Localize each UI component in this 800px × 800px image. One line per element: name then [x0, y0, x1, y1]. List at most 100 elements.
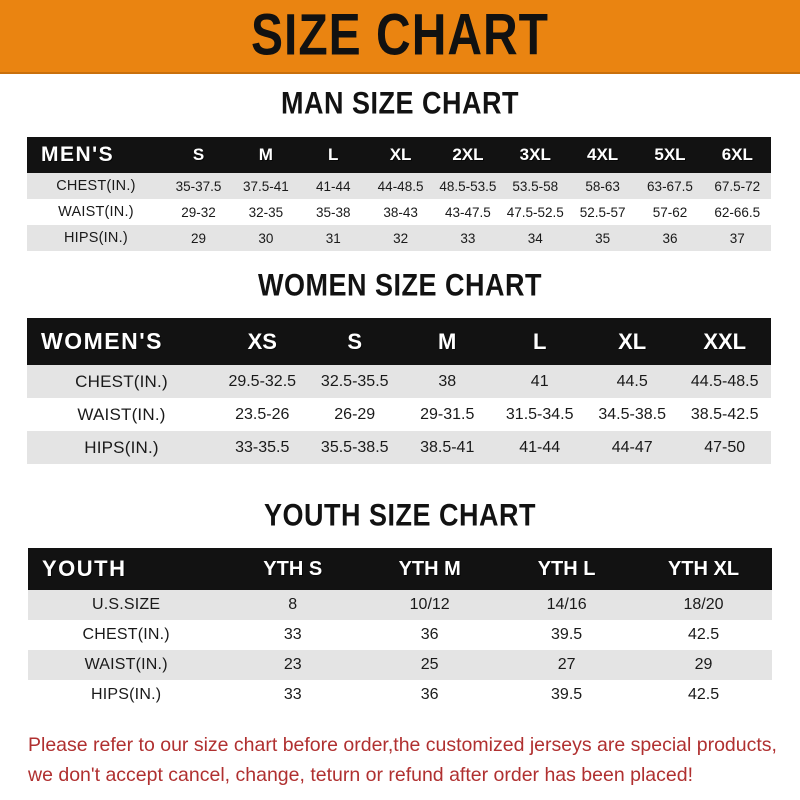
measurement-value: 39.5: [551, 686, 583, 703]
measurement-label: WAIST(IN.): [84, 656, 168, 673]
size-column-header: L: [532, 328, 547, 354]
footer-line-2: we don't accept cancel, change, teturn o…: [28, 764, 693, 786]
measurement-value: 38.5-41: [420, 438, 475, 456]
measurement-value: 29-32: [181, 204, 216, 220]
youth-section-title: YOUTH SIZE CHART: [263, 497, 536, 533]
measurement-value: 41-44: [519, 438, 561, 456]
footer-disclaimer: Please refer to our size chart before or…: [28, 730, 780, 790]
size-column-header: M: [258, 145, 273, 164]
page-banner: SIZE CHART: [0, 0, 800, 74]
youth-size-table: YOUTH YTH S YTH M YTH L YTH XL U.S.SIZE 8 10/1…: [28, 548, 772, 710]
measurement-value: 38: [438, 372, 457, 390]
measurement-value: 33-35.5: [235, 438, 290, 456]
size-column-header: 4XL: [587, 145, 619, 164]
measurement-value: 41: [530, 372, 549, 390]
footer-line-1: Please refer to our size chart before or…: [28, 734, 777, 756]
table-row: WAIST(IN.) 29-32 32-35 35-38 38-43 43-47.5 47.…: [27, 199, 771, 225]
measurement-value: 23: [283, 656, 302, 673]
measurement-label: HIPS(IN.): [91, 686, 162, 703]
measurement-value: 29: [694, 656, 713, 673]
size-column-header: XS: [247, 328, 277, 354]
measurement-value: 42.5: [687, 626, 720, 643]
youth-table-body: U.S.SIZE 8 10/12 14/16 18/20 CHEST(IN.) 33 36 39…: [28, 590, 772, 710]
measurement-value: 35-37.5: [175, 178, 222, 194]
table-row: CHEST(IN.) 29.5-32.5 32.5-35.5 38 41 44.5 44.5…: [27, 365, 771, 398]
measurement-label: WAIST(IN.): [58, 204, 134, 220]
measurement-value: 30: [258, 230, 274, 246]
measurement-value: 33: [460, 230, 476, 246]
size-column-header: XXL: [703, 328, 747, 354]
measurement-value: 10/12: [409, 596, 450, 613]
measurement-value: 14/16: [546, 596, 587, 613]
measurement-label: CHEST(IN.): [56, 178, 136, 194]
measurement-value: 8: [288, 596, 298, 613]
table-row: HIPS(IN.) 29 30 31 32 33 34 35 36 37: [27, 225, 771, 251]
table-row: WAIST(IN.) 23.5-26 26-29 29-31.5 31.5-34.5 34…: [27, 398, 771, 431]
measurement-value: 52.5-57: [579, 204, 626, 220]
size-column-header: 3XL: [519, 145, 551, 164]
measurement-label: HIPS(IN.): [64, 230, 128, 246]
measurement-value: 34.5-38.5: [598, 405, 666, 423]
page-title: SIZE CHART: [251, 3, 549, 68]
measurement-value: 27: [557, 656, 576, 673]
size-column-header: L: [328, 145, 339, 164]
man-size-table: MEN'S S M L XL 2XL 3XL 4XL 5XL 6XL CHEST(IN.) 35-3…: [27, 137, 771, 251]
measurement-value: 32-35: [248, 204, 284, 220]
table-row: WAIST(IN.) 23 25 27 29: [28, 650, 772, 680]
measurement-value: 18/20: [683, 596, 724, 613]
measurement-label: CHEST(IN.): [75, 371, 168, 391]
size-column-header: M: [438, 328, 457, 354]
measurement-value: 26-29: [334, 405, 376, 423]
size-column-header: XL: [618, 328, 647, 354]
size-column-header: YTH L: [537, 557, 596, 580]
table-row: U.S.SIZE 8 10/12 14/16 18/20: [28, 590, 772, 620]
measurement-value: 37.5-41: [242, 178, 289, 194]
size-column-header: YTH S: [263, 557, 323, 580]
measurement-value: 36: [662, 230, 678, 246]
measurement-value: 47-50: [704, 438, 746, 456]
youth-table-corner-label: YOUTH: [42, 556, 127, 581]
men-table-corner-label: MEN'S: [41, 143, 115, 166]
measurement-value: 47.5-52.5: [506, 204, 564, 220]
measurement-value: 57-62: [652, 204, 688, 220]
measurement-value: 41-44: [315, 178, 351, 194]
women-table-header: WOMEN'S XS S M L XL XXL: [27, 318, 771, 365]
measurement-value: 38-43: [383, 204, 418, 220]
table-header-row: WOMEN'S XS S M L XL XXL: [27, 318, 771, 365]
man-table-header: MEN'S S M L XL 2XL 3XL 4XL 5XL 6XL: [27, 137, 771, 173]
measurement-value: 35.5-38.5: [320, 438, 389, 456]
measurement-value: 35: [595, 230, 611, 246]
man-section-title: MAN SIZE CHART: [281, 85, 519, 121]
measurement-value: 62-66.5: [714, 204, 761, 220]
measurement-value: 63-67.5: [647, 178, 693, 194]
measurement-value: 33: [283, 686, 302, 703]
measurement-value: 35-38: [315, 204, 351, 220]
table-row: CHEST(IN.) 33 36 39.5 42.5: [28, 620, 772, 650]
measurement-label: HIPS(IN.): [84, 437, 159, 457]
measurement-value: 38.5-42.5: [690, 405, 759, 423]
measurement-value: 53.5-58: [512, 178, 559, 194]
size-column-header: 2XL: [452, 145, 484, 164]
measurement-value: 36: [420, 626, 439, 643]
measurement-value: 32.5-35.5: [320, 372, 389, 390]
measurement-value: 44-48.5: [377, 178, 424, 194]
measurement-label: U.S.SIZE: [92, 596, 161, 613]
table-row: HIPS(IN.) 33 36 39.5 42.5: [28, 680, 772, 710]
measurement-label: CHEST(IN.): [82, 626, 170, 643]
women-table-body: CHEST(IN.) 29.5-32.5 32.5-35.5 38 41 44.5 44.5…: [27, 365, 771, 464]
table-header-row: YOUTH YTH S YTH M YTH L YTH XL: [28, 548, 772, 590]
size-column-header: S: [347, 328, 363, 354]
measurement-value: 29-31.5: [420, 405, 475, 423]
measurement-value: 43-47.5: [445, 204, 491, 220]
size-column-header: S: [192, 145, 205, 164]
size-column-header: 6XL: [721, 145, 753, 164]
measurement-value: 32: [393, 230, 409, 246]
measurement-value: 29.5-32.5: [228, 372, 297, 390]
measurement-value: 23.5-26: [235, 405, 290, 423]
measurement-value: 42.5: [687, 686, 720, 703]
measurement-value: 39.5: [551, 626, 583, 643]
size-column-header: YTH XL: [667, 557, 740, 580]
women-section-title: WOMEN SIZE CHART: [258, 267, 542, 303]
measurement-value: 31: [325, 230, 341, 246]
